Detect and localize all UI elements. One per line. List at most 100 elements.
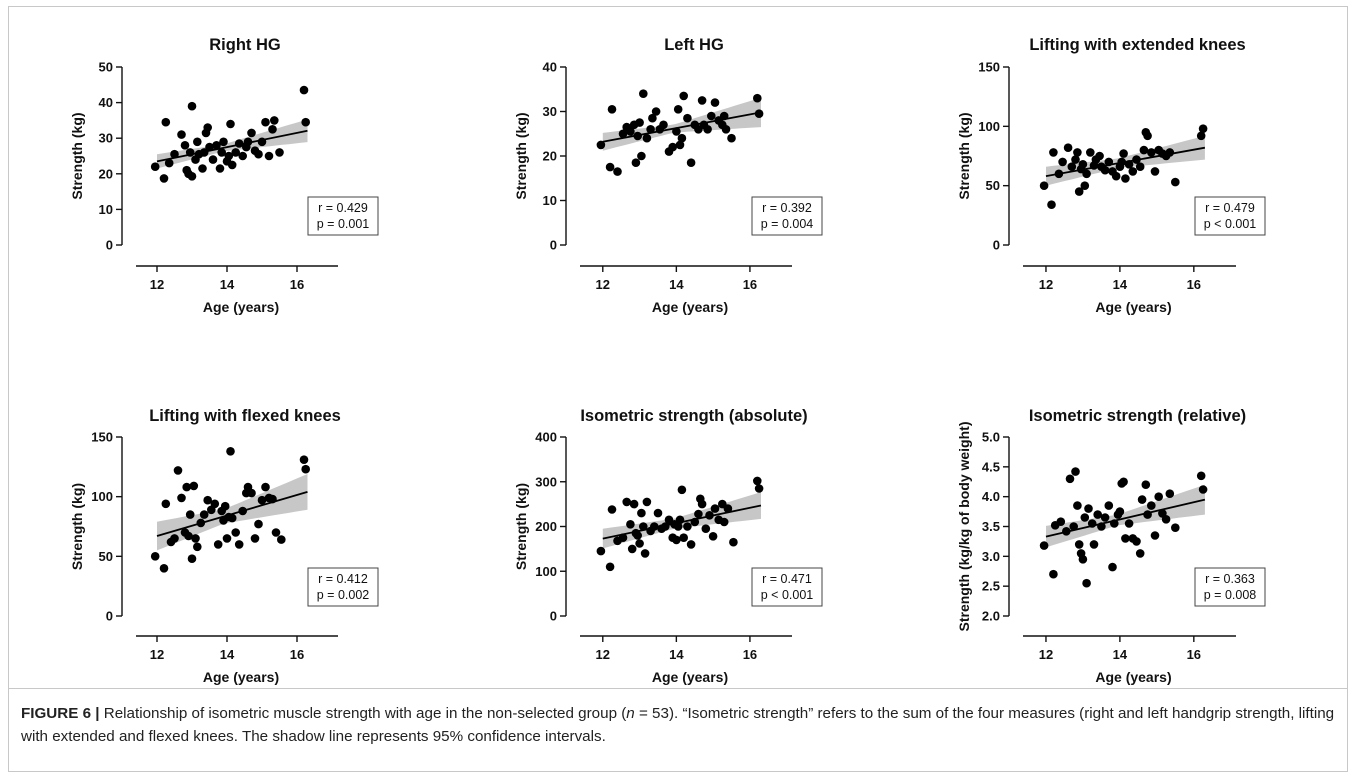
figure-panels: Right HG 0 10 20 30 40 50 Strength (kg) 12 14 16 Ag… — [69, 36, 1266, 685]
y-axis-label: Strength (kg/kg of body weight) — [956, 422, 972, 632]
x-tick-label: 12 — [150, 277, 164, 292]
data-point — [1104, 501, 1114, 510]
data-point — [1111, 171, 1121, 181]
data-point — [703, 125, 712, 134]
x-axis-label: Age (years) — [1095, 669, 1171, 685]
data-point — [1058, 157, 1067, 167]
data-point — [607, 505, 617, 514]
data-point — [626, 127, 635, 136]
p-value-label: p = 0.004 — [761, 217, 814, 231]
data-point — [648, 113, 657, 123]
data-point — [1171, 523, 1180, 532]
data-point — [250, 534, 260, 543]
x-tick-label: 14 — [1113, 647, 1128, 662]
y-axis-label: Strength (kg) — [69, 483, 85, 570]
x-axis-label: Age (years) — [652, 669, 728, 685]
data-point — [1082, 169, 1091, 179]
caption-n-symbol: n — [626, 705, 635, 722]
data-point — [159, 564, 169, 573]
stats-box — [751, 196, 823, 236]
x-tick-label: 16 — [1187, 647, 1201, 662]
data-point — [161, 499, 171, 509]
data-point — [1080, 513, 1090, 522]
data-point — [191, 534, 200, 543]
data-point — [219, 137, 228, 147]
regression-line — [602, 111, 762, 143]
data-point — [1074, 540, 1084, 549]
data-point — [1124, 519, 1134, 528]
data-point — [659, 120, 668, 130]
data-point — [618, 129, 628, 139]
data-point — [707, 111, 716, 121]
data-point — [613, 167, 622, 176]
p-value-label: p < 0.001 — [1204, 217, 1257, 231]
confidence-band — [1046, 484, 1205, 548]
data-point — [270, 116, 279, 125]
y-tick-label: 30 — [99, 131, 113, 146]
data-point — [205, 142, 214, 152]
data-point — [227, 513, 237, 523]
data-point — [275, 148, 284, 157]
data-point — [683, 522, 692, 531]
data-point — [1078, 555, 1088, 564]
data-point — [1154, 492, 1163, 502]
data-point — [637, 508, 646, 518]
data-point — [227, 160, 237, 170]
data-point — [1147, 148, 1156, 157]
data-point — [1073, 501, 1082, 510]
data-point — [1065, 474, 1075, 484]
y-tick-label: 40 — [543, 60, 557, 75]
regression-line — [602, 504, 762, 540]
data-point — [1135, 549, 1145, 558]
data-point — [675, 140, 685, 150]
data-point — [1049, 148, 1058, 157]
data-point — [150, 162, 160, 171]
data-point — [212, 141, 221, 150]
data-point — [161, 117, 171, 127]
y-axis-label: Strength (kg) — [513, 483, 529, 570]
data-point — [238, 151, 247, 161]
correlation-r-label: r = 0.392 — [762, 201, 812, 215]
data-point — [184, 531, 193, 541]
y-tick-label: 0 — [993, 238, 1000, 253]
x-tick-label: 12 — [596, 647, 610, 662]
figure-caption: FIGURE 6 | Relationship of isometric mus… — [8, 688, 1348, 772]
y-tick-label: 0 — [106, 238, 113, 253]
data-point — [159, 174, 169, 183]
data-point — [1132, 537, 1141, 546]
data-point — [653, 508, 663, 518]
confidence-band — [602, 97, 761, 151]
y-tick-label: 10 — [543, 193, 557, 208]
data-point — [213, 540, 223, 549]
data-point — [635, 539, 644, 548]
data-point — [226, 447, 235, 456]
data-point — [1128, 167, 1138, 176]
chart-panel-4: Lifting with flexed knees 0 50 100 150 Streng… — [69, 407, 379, 685]
data-point — [187, 101, 197, 111]
data-point — [668, 142, 677, 152]
data-point — [651, 107, 661, 116]
y-tick-label: 100 — [978, 119, 1000, 134]
stats-box — [1194, 196, 1266, 236]
stats-box — [307, 567, 379, 607]
data-point — [686, 158, 696, 167]
data-point — [605, 562, 615, 572]
y-tick-label: 3.0 — [982, 549, 1000, 564]
data-point — [301, 117, 311, 127]
data-point — [299, 455, 309, 465]
caption-label: FIGURE 6 | — [21, 705, 100, 722]
data-point — [683, 113, 692, 123]
data-point — [596, 546, 606, 556]
chart-panel-1: Right HG 0 10 20 30 40 50 Strength (kg) 12 14 16 Ag… — [69, 36, 379, 315]
caption-text-b: = 53). “Isometric strength” refers to th… — [21, 705, 1335, 745]
x-tick-label: 14 — [669, 277, 684, 292]
data-point — [1143, 131, 1152, 141]
data-point — [1121, 534, 1130, 543]
chart-panel-2: Left HG 0 10 20 30 40 Strength (kg) 12 14 16 Age (… — [513, 36, 823, 315]
data-point — [721, 125, 731, 134]
y-tick-label: 200 — [535, 519, 557, 534]
data-point — [164, 158, 174, 168]
data-point — [261, 117, 270, 127]
regression-line — [156, 491, 308, 537]
data-point — [254, 149, 263, 159]
